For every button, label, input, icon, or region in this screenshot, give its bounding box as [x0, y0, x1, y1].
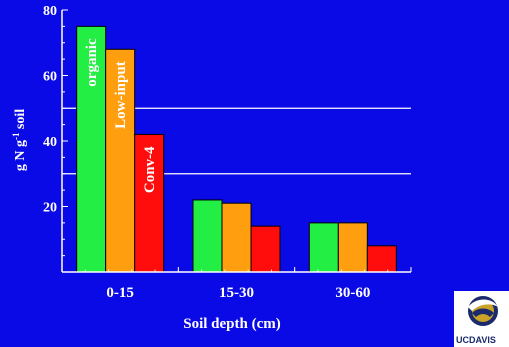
- y-axis-title: g N g-1 soil: [11, 109, 28, 171]
- series-label-conv-4: Conv-4: [142, 146, 158, 193]
- y-tick-label-40: 40: [43, 135, 57, 150]
- bar-low-input-15-30: [221, 202, 252, 273]
- x-tick-label-0-15: 0-15: [106, 285, 134, 301]
- bars: [76, 25, 397, 273]
- y-axis-title-rest: soil: [13, 109, 28, 133]
- x-tick-label-30-60: 30-60: [335, 285, 370, 301]
- labels: organic Low-input Conv-4 0-15 15-30 30-60 20 40…: [43, 4, 370, 301]
- bar-organic-0-15: [76, 25, 107, 273]
- series-label-organic: organic: [84, 38, 100, 87]
- series-label-low-input: Low-input: [113, 61, 129, 129]
- y-tick-label-80: 80: [43, 4, 57, 19]
- x-axis-title: Soil depth (cm): [183, 316, 281, 332]
- uc-davis-logo: UCDAVIS: [454, 291, 509, 347]
- uc-davis-mustang-logo-icon: [468, 296, 498, 326]
- y-tick-label-20: 20: [43, 201, 57, 216]
- bar-conv-4-0-15: [134, 133, 165, 273]
- y-tick-label-60: 60: [43, 70, 57, 85]
- bar-low-input-0-15: [105, 48, 136, 273]
- y-axis-title-sup: -1: [11, 132, 21, 140]
- bar-conv-4-15-30: [250, 225, 281, 273]
- logo-wordmark: UCDAVIS: [456, 335, 496, 345]
- bar-conv-4-30-60: [366, 245, 397, 273]
- bar-organic-30-60: [308, 222, 339, 273]
- y-axis-title-base: g N g: [13, 140, 28, 171]
- bar-low-input-30-60: [337, 222, 368, 273]
- x-tick-label-15-30: 15-30: [219, 285, 254, 301]
- axes: [61, 9, 412, 273]
- bar-organic-15-30: [192, 199, 223, 273]
